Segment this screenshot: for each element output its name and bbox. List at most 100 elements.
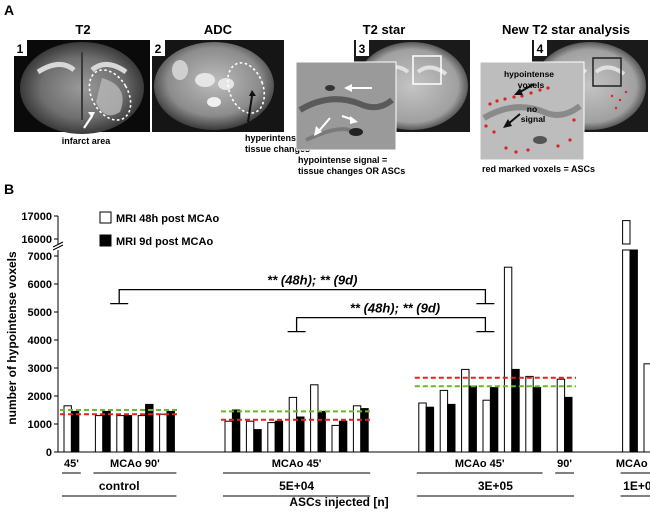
bar: [288, 396, 298, 453]
panel-a-label: A: [4, 2, 14, 18]
image-1-title: T2: [75, 22, 90, 37]
bar: [166, 410, 175, 453]
legend-swatch-9d: [99, 234, 112, 247]
bar: [461, 368, 470, 453]
image-2-caption-line-1: hyperintense: [245, 133, 301, 143]
image-4-title: New T2 star analysis: [502, 22, 630, 37]
image-4-red-voxels: [484, 86, 576, 154]
y-tick-label: 7000: [28, 251, 52, 263]
bar: [116, 415, 125, 453]
image-4-new-t2star: [479, 40, 648, 161]
image-1-num-box: [14, 40, 27, 56]
bar: [482, 399, 491, 453]
bar: [622, 249, 631, 453]
bar: [447, 403, 456, 453]
y-tick-label: 3000: [28, 363, 52, 375]
image-1-num: 1: [17, 42, 24, 56]
image-3-caption-line-1: hypointense signal =: [298, 155, 387, 165]
y-tick-label: 4000: [28, 335, 52, 347]
bar: [425, 406, 435, 453]
y-axis-title: number of hypointense voxels: [5, 251, 19, 425]
image-4-caption: red marked voxels = ASCs: [482, 164, 595, 174]
subgroup-label: MCAo 90': [616, 458, 650, 470]
subgroup-label: MCAo 45': [455, 458, 505, 470]
image-2-num-box: [152, 40, 165, 56]
significance-label: ** (48h); ** (9d): [267, 273, 357, 288]
legend-swatch-48h: [99, 211, 112, 224]
bar: [253, 429, 262, 453]
image-4-inset-label-line-1: hypointense: [504, 69, 554, 79]
bar: [338, 420, 348, 453]
bar: [564, 396, 573, 453]
bar: [296, 416, 305, 453]
bar: [352, 405, 362, 453]
bar-chart: 0 1000 2000 3000 4000 5000 6000 7000 16000 17000 4…: [21, 211, 650, 497]
bar: [159, 413, 168, 453]
image-3-t2star: [295, 40, 470, 151]
bar: [63, 405, 72, 453]
bar: [643, 363, 650, 453]
image-3-caption-line-2: tissue changes OR ASCs: [298, 166, 405, 176]
bar: [629, 249, 638, 453]
bar: [224, 420, 233, 453]
bar: [331, 424, 340, 453]
bar: [532, 387, 542, 453]
bar: [70, 410, 80, 453]
image-2-title: ADC: [204, 22, 233, 37]
image-4-inset-label2-line-1: no: [527, 104, 537, 114]
subgroup-label: MCAo 45': [272, 458, 322, 470]
bar: [503, 266, 513, 453]
y-tick-label: 16000: [21, 234, 52, 246]
bar: [439, 389, 449, 453]
subgroup-label: 45': [64, 458, 79, 470]
image-3-title: T2 star: [363, 22, 406, 37]
y-tick-label: 6000: [28, 279, 52, 291]
image-2-caption-line-2: tissue changes: [245, 144, 310, 154]
y-tick-label: 1000: [28, 419, 52, 431]
bar: [360, 408, 369, 453]
subgroup-label: MCAo 90': [110, 458, 160, 470]
bar: [102, 410, 111, 453]
bar: [317, 410, 326, 453]
x-axis-title: ASCs injected [n]: [289, 495, 388, 509]
bar: [468, 385, 477, 453]
significance-label: ** (48h); ** (9d): [350, 301, 440, 316]
image-2-num: 2: [155, 42, 162, 56]
bar: [145, 403, 154, 453]
y-tick-label: 17000: [21, 211, 52, 223]
significance-bracket: [287, 316, 495, 333]
y-axis-break-mark: [52, 241, 64, 248]
image-1-t2: [14, 40, 150, 134]
subgroup-label: 90': [557, 458, 572, 470]
bar: [94, 415, 104, 453]
bar: [511, 368, 520, 453]
bar: [231, 409, 241, 453]
image-2-adc: [152, 40, 284, 132]
bar: [310, 384, 319, 453]
image-1-caption: infarct area: [62, 136, 112, 146]
bar: [418, 402, 427, 453]
bar: [556, 378, 566, 453]
bar: [123, 415, 133, 453]
y-tick-label: 5000: [28, 307, 52, 319]
significance-bracket: [110, 288, 495, 305]
image-3-num: 3: [359, 42, 366, 56]
y-tick-label: 2000: [28, 391, 52, 403]
bar: [137, 415, 147, 453]
bar: [267, 422, 276, 453]
image-4-inset-label-line-2: voxels: [518, 80, 545, 90]
bar: [525, 375, 534, 453]
group-label: 3E+05: [478, 479, 513, 493]
y-tick-label: 0: [46, 447, 52, 459]
legend-label-48h: MRI 48h post MCAo: [116, 213, 220, 225]
group-label: control: [99, 479, 140, 493]
bar: [274, 420, 284, 453]
image-3-num-box: [356, 40, 369, 56]
image-4-num: 4: [537, 42, 544, 56]
group-label: 1E+06: [623, 479, 650, 493]
group-label: 5E+04: [279, 479, 314, 493]
panel-b-label: B: [4, 181, 14, 197]
image-4-num-box: [534, 40, 547, 56]
